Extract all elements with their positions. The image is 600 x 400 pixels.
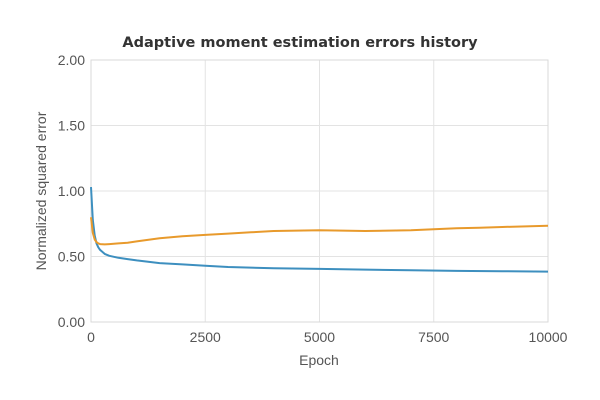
y-tick-label: 1.50 xyxy=(58,118,85,134)
series-layer xyxy=(90,187,549,273)
y-axis-ticks: 0.00 0.50 1.00 1.50 2.00 xyxy=(58,52,85,330)
y-tick-label: 0.00 xyxy=(58,314,85,330)
y-tick-label: 2.00 xyxy=(58,52,85,68)
y-axis-label: Normalized squared error xyxy=(33,111,49,270)
x-tick-label: 10000 xyxy=(529,329,568,345)
y-tick-label: 1.00 xyxy=(58,183,85,199)
x-axis-ticks: 0 2500 5000 7500 10000 xyxy=(87,329,568,345)
y-tick-label: 0.50 xyxy=(58,249,85,265)
series-line-2 xyxy=(90,217,549,246)
x-axis-label: Epoch xyxy=(299,352,339,368)
x-tick-label: 5000 xyxy=(304,329,335,345)
series-line-1 xyxy=(90,187,549,273)
x-tick-label: 2500 xyxy=(190,329,221,345)
grid xyxy=(90,59,549,323)
x-tick-label: 0 xyxy=(87,329,95,345)
chart-title: Adaptive moment estimation errors histor… xyxy=(122,35,478,51)
x-tick-label: 7500 xyxy=(418,329,449,345)
